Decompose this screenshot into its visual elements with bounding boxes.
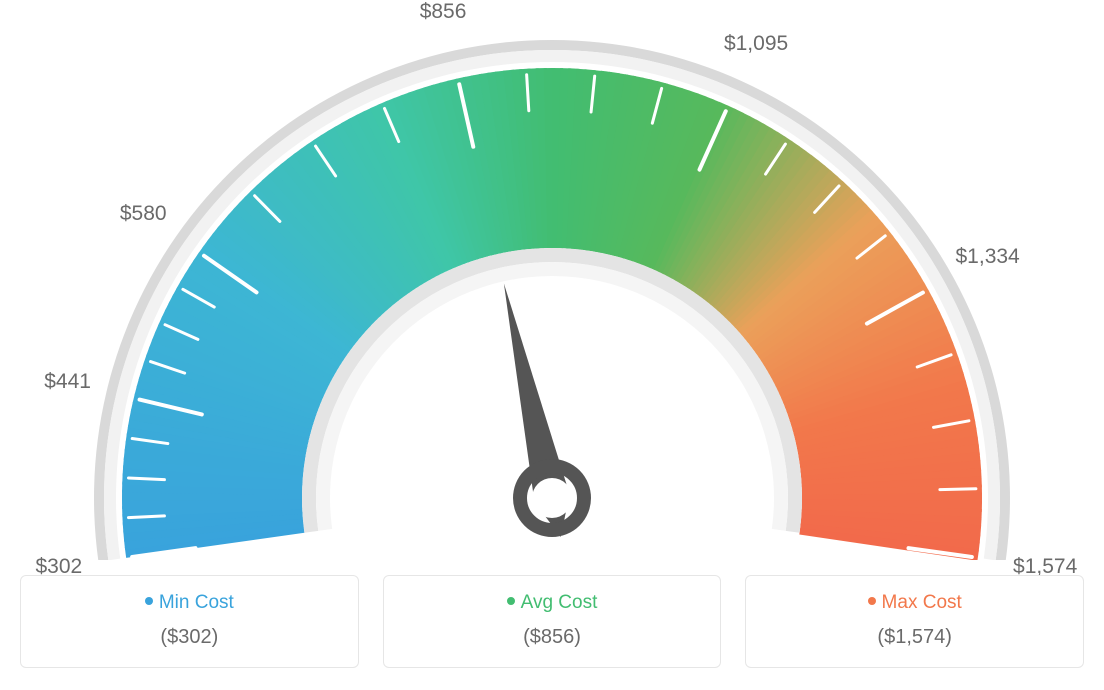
gauge-area: $302$441$580$856$1,095$1,334$1,574 [0,0,1104,560]
legend-value: ($1,574) [756,626,1073,649]
legend-card: Avg Cost ($856) [383,575,722,668]
legend-card: Min Cost ($302) [20,575,359,668]
legend-title-text: Avg Cost [521,592,598,613]
legend-title: Avg Cost [394,592,711,614]
legend-title-text: Max Cost [882,592,962,613]
gauge-tick-label: $1,334 [956,245,1020,269]
legend-dot-icon [507,597,515,605]
legend-value: ($856) [394,626,711,649]
legend-dot-icon [145,597,153,605]
legend-value: ($302) [31,626,348,649]
gauge-svg [0,0,1104,560]
gauge-chart-container: $302$441$580$856$1,095$1,334$1,574 Min C… [0,0,1104,690]
gauge-tick-label: $1,095 [724,32,788,56]
legend-title: Min Cost [31,592,348,614]
legend-dot-icon [868,597,876,605]
legend-card: Max Cost ($1,574) [745,575,1084,668]
gauge-tick-label: $441 [44,370,91,394]
legend-row: Min Cost ($302) Avg Cost ($856) Max Cost ($1,… [20,575,1084,668]
legend-title-text: Min Cost [159,592,234,613]
legend-title: Max Cost [756,592,1073,614]
gauge-tick-label: $580 [120,202,167,226]
gauge-tick-label: $856 [420,0,467,24]
